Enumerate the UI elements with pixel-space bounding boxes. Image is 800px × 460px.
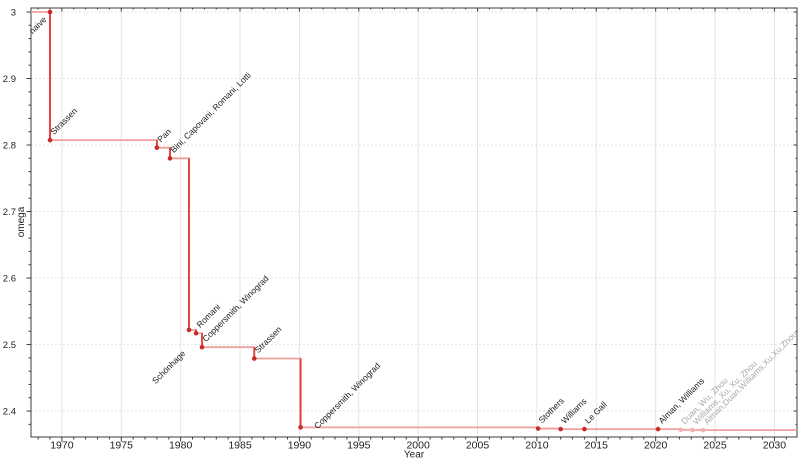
data-point <box>700 427 706 433</box>
plot-frame <box>30 7 798 438</box>
data-point <box>535 426 541 431</box>
x-tick-label: 1985 <box>228 440 252 452</box>
data-point <box>193 330 199 336</box>
y-axis-title: omega <box>16 206 27 237</box>
x-tick-label: 1970 <box>50 440 74 452</box>
data-point <box>558 426 563 432</box>
data-point <box>167 156 173 161</box>
point-label: Alman,Duan,Williams,Xu,Xu,Zhou <box>702 329 800 427</box>
data-point <box>678 427 683 433</box>
y-tick-label: 2.5 <box>3 340 16 351</box>
point-label: naive <box>27 14 49 36</box>
x-tick-label: 2010 <box>525 440 549 452</box>
series-layer <box>31 9 797 433</box>
x-axis-title: Year <box>404 450 425 460</box>
x-tick-label: 2005 <box>466 440 490 452</box>
data-point <box>47 137 53 143</box>
x-tick-label: 1975 <box>110 440 134 452</box>
axis-layer: 1970 1975 1980 1985 1990 1995 2000 2005 2010 2015… <box>3 7 798 460</box>
data-point <box>199 344 205 350</box>
data-point <box>186 327 192 333</box>
point-label: Pan <box>155 126 173 144</box>
x-tick-label: 2015 <box>585 440 609 452</box>
x-tick-label: 2025 <box>703 440 727 452</box>
point-label: Strassen <box>48 106 79 137</box>
point-label: Coppersmith, Winograd <box>312 360 382 430</box>
y-tick-label: 2.4 <box>3 407 16 418</box>
omega-step-line <box>31 11 797 432</box>
y-tick-label: 3 <box>11 7 16 18</box>
data-point <box>690 427 695 433</box>
data-point <box>655 426 661 432</box>
x-tick-label: 1980 <box>169 440 193 452</box>
data-point <box>251 356 257 361</box>
x-tick-label: 2030 <box>763 440 787 452</box>
point-label: Strassen <box>253 324 284 355</box>
grid-layer <box>31 8 797 437</box>
y-tick-label: 2.7 <box>3 207 16 218</box>
data-point <box>298 425 303 430</box>
y-tick-label: 2.6 <box>3 274 16 285</box>
point-label: Schönhage <box>150 348 188 386</box>
data-point <box>582 426 587 432</box>
x-tick-label: 2000 <box>406 440 430 452</box>
y-tick-label: 2.9 <box>3 74 16 85</box>
y-tick-label: 2.8 <box>3 141 16 152</box>
data-point <box>154 145 160 150</box>
x-tick-label: 2020 <box>644 440 668 452</box>
x-tick-label: 1995 <box>347 440 371 452</box>
x-tick-label: 1990 <box>288 440 312 452</box>
data-point <box>47 9 53 15</box>
point-label: Williams, Xu, Xu, Zhou <box>691 358 759 426</box>
